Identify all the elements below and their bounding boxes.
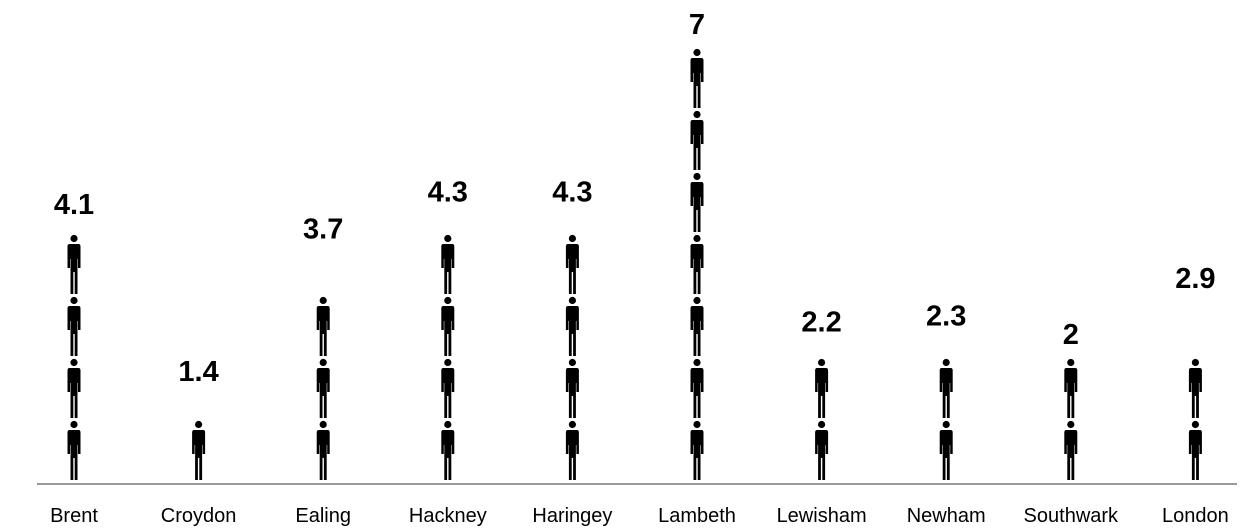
data-label-croydon: 1.4 <box>178 356 218 388</box>
person-icon <box>67 358 81 418</box>
x-tick-label-ealing: Ealing <box>295 505 351 527</box>
person-icon <box>565 420 579 480</box>
x-tick-label-london: London <box>1162 505 1229 527</box>
person-icon <box>690 234 704 294</box>
x-tick-label-haringey: Haringey <box>532 505 612 527</box>
data-label-ealing: 3.7 <box>303 214 343 246</box>
bar-london <box>1188 302 1202 480</box>
person-icon <box>690 172 704 232</box>
person-icon <box>690 296 704 356</box>
person-icon <box>316 358 330 418</box>
bars-layer <box>67 48 1202 480</box>
person-icon <box>316 420 330 480</box>
person-icon <box>1188 420 1202 480</box>
partial-person-icon <box>1188 302 1202 356</box>
person-icon <box>815 420 829 480</box>
person-icon <box>67 234 81 294</box>
x-tick-label-croydon: Croydon <box>161 505 237 527</box>
person-icon <box>565 234 579 294</box>
bar-ealing <box>316 252 330 480</box>
data-label-haringey: 4.3 <box>552 176 592 208</box>
bar-haringey <box>565 215 579 480</box>
person-icon <box>316 296 330 356</box>
person-icon <box>441 420 455 480</box>
data-label-southwark: 2 <box>1063 319 1079 351</box>
person-icon <box>690 110 704 170</box>
person-icon <box>67 296 81 356</box>
x-tick-label-hackney: Hackney <box>409 505 487 527</box>
person-icon <box>939 358 953 418</box>
bar-hackney <box>441 215 455 480</box>
data-label-brent: 4.1 <box>54 189 94 221</box>
data-label-lambeth: 7 <box>689 9 705 41</box>
person-icon <box>67 420 81 480</box>
person-icon <box>441 358 455 418</box>
person-icon <box>441 296 455 356</box>
x-tick-label-lambeth: Lambeth <box>658 505 736 527</box>
person-icon <box>565 358 579 418</box>
labels-layer: 4.1 Brent 1.4 Croydon 3.7 Ealing 4.3 Hackney 4.3… <box>50 9 1229 527</box>
person-icon <box>690 358 704 418</box>
data-label-lewisham: 2.2 <box>801 307 841 339</box>
person-icon <box>192 420 206 480</box>
person-icon <box>1188 358 1202 418</box>
person-icon <box>690 48 704 108</box>
data-label-newham: 2.3 <box>926 300 966 332</box>
data-label-hackney: 4.3 <box>428 176 468 208</box>
bar-southwark <box>1064 358 1078 480</box>
person-icon <box>565 296 579 356</box>
x-tick-label-lewisham: Lewisham <box>777 505 867 527</box>
person-icon <box>1064 420 1078 480</box>
bar-lambeth <box>690 48 704 480</box>
person-icon <box>1064 358 1078 418</box>
person-icon <box>690 420 704 480</box>
person-icon <box>815 358 829 418</box>
data-label-london: 2.9 <box>1175 263 1215 295</box>
x-tick-label-newham: Newham <box>907 505 986 527</box>
person-icon <box>441 234 455 294</box>
x-tick-label-southwark: Southwark <box>1024 505 1119 527</box>
person-icon <box>939 420 953 480</box>
x-tick-label-brent: Brent <box>50 505 98 527</box>
